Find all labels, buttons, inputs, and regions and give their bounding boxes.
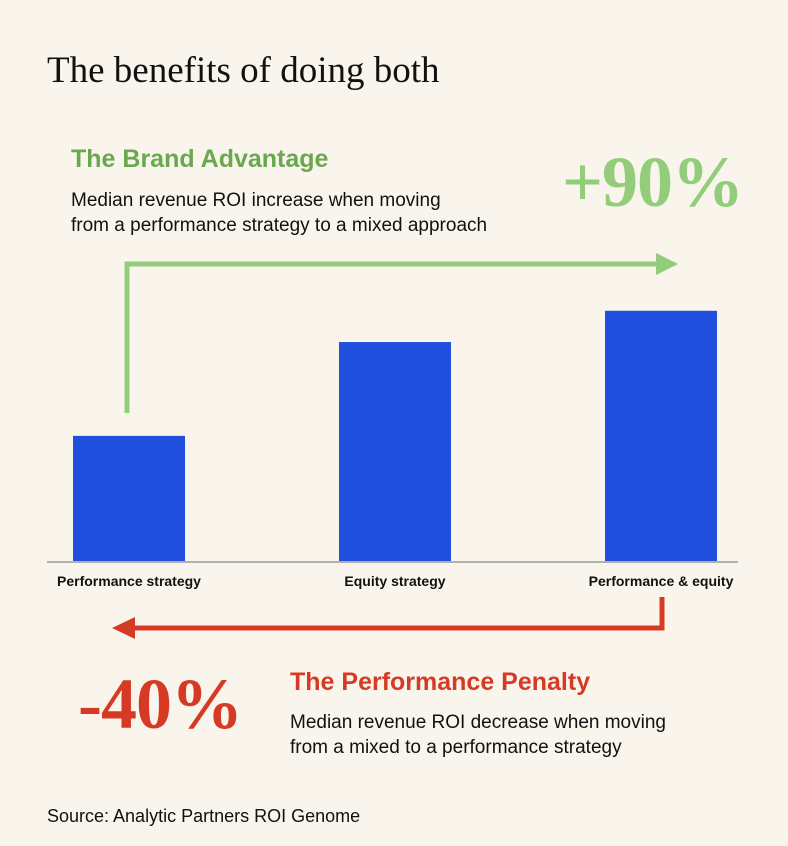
bar-2: [339, 342, 451, 561]
source-note: Source: Analytic Partners ROI Genome: [47, 806, 361, 826]
brand-advantage-arrow: [124, 253, 678, 413]
brand-desc-line-1: Median revenue ROI increase when moving: [71, 190, 441, 211]
penalty-desc-line-1: Median revenue ROI decrease when moving: [290, 712, 666, 733]
category-labels: Performance strategy Equity strategy Perfo…: [57, 573, 734, 589]
bars-group: [73, 310, 717, 561]
brand-advantage-description: Median revenue ROI increase when moving …: [71, 188, 487, 238]
performance-penalty-value: -40%: [78, 664, 243, 744]
performance-penalty-arrow: [112, 597, 665, 639]
brand-desc-line-2: from a performance strategy to a mixed a…: [71, 215, 488, 236]
bar-3: [605, 310, 717, 561]
bar-1: [73, 435, 185, 561]
brand-advantage-heading: The Brand Advantage: [71, 145, 329, 173]
category-label-2: Equity strategy: [344, 573, 445, 589]
category-label-1: Performance strategy: [57, 573, 201, 589]
category-label-3: Performance & equity: [589, 573, 734, 589]
penalty-desc-line-2: from a mixed to a performance strategy: [290, 737, 622, 758]
performance-penalty-heading: The Performance Penalty: [290, 668, 591, 696]
performance-penalty-description: Median revenue ROI decrease when moving …: [290, 710, 666, 760]
chart-title: The benefits of doing both: [47, 50, 440, 91]
brand-advantage-value: +90%: [562, 142, 744, 222]
